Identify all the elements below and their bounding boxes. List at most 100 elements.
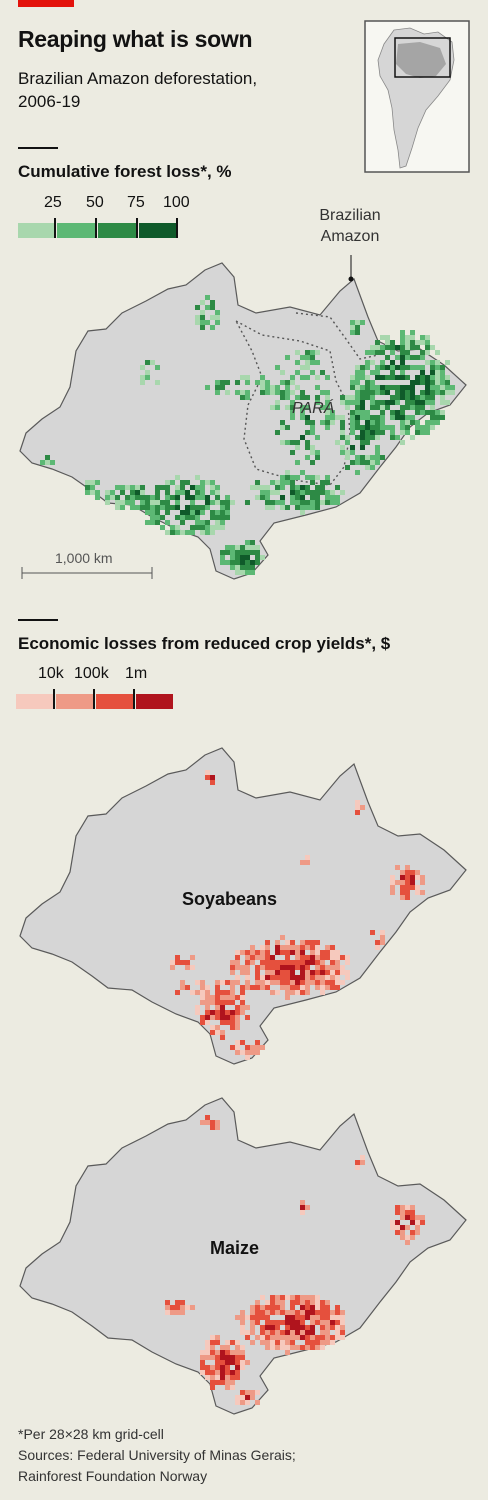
grid-cell xyxy=(225,980,230,985)
grid-cell xyxy=(370,385,375,390)
grid-cell xyxy=(400,355,405,360)
grid-cell xyxy=(185,515,190,520)
grid-cell xyxy=(130,495,135,500)
grid-cell xyxy=(260,1325,265,1330)
grid-cell xyxy=(390,375,395,380)
grid-cell xyxy=(180,480,185,485)
grid-cell xyxy=(260,965,265,970)
grid-cell xyxy=(320,1335,325,1340)
grid-cell xyxy=(195,320,200,325)
grid-cell xyxy=(205,495,210,500)
grid-cell xyxy=(215,310,220,315)
grid-cell xyxy=(200,525,205,530)
grid-cell xyxy=(440,380,445,385)
grid-cell xyxy=(235,1025,240,1030)
grid-cell xyxy=(300,1315,305,1320)
grid-cell xyxy=(310,505,315,510)
forest-legend-value: 100 xyxy=(163,194,190,211)
grid-cell xyxy=(210,1000,215,1005)
grid-cell xyxy=(220,1035,225,1040)
grid-cell xyxy=(300,1325,305,1330)
grid-cell xyxy=(305,355,310,360)
grid-cell xyxy=(140,365,145,370)
grid-cell xyxy=(180,490,185,495)
grid-cell xyxy=(250,1320,255,1325)
grid-cell xyxy=(235,975,240,980)
grid-cell xyxy=(235,980,240,985)
grid-cell xyxy=(40,460,45,465)
grid-cell xyxy=(405,1215,410,1220)
grid-cell xyxy=(250,1325,255,1330)
grid-cell xyxy=(280,960,285,965)
grid-cell xyxy=(345,970,350,975)
grid-cell xyxy=(330,1320,335,1325)
grid-cell xyxy=(275,1345,280,1350)
grid-cell xyxy=(380,345,385,350)
grid-cell xyxy=(270,1295,275,1300)
grid-cell xyxy=(300,965,305,970)
grid-cell xyxy=(220,1365,225,1370)
grid-cell xyxy=(250,1390,255,1395)
grid-cell xyxy=(300,365,305,370)
grid-cell xyxy=(295,1310,300,1315)
grid-cell xyxy=(225,1000,230,1005)
grid-cell xyxy=(200,1365,205,1370)
grid-cell xyxy=(350,375,355,380)
grid-cell xyxy=(240,560,245,565)
amazon-annotation: Brazilian Amazon xyxy=(319,207,381,245)
grid-cell xyxy=(210,325,215,330)
grid-cell xyxy=(405,400,410,405)
grid-cell xyxy=(205,1365,210,1370)
grid-cell xyxy=(230,555,235,560)
grid-cell xyxy=(165,1300,170,1305)
grid-cell xyxy=(420,405,425,410)
grid-cell xyxy=(235,380,240,385)
grid-cell xyxy=(245,570,250,575)
grid-cell xyxy=(200,520,205,525)
grid-cell xyxy=(340,420,345,425)
grid-cell xyxy=(400,1230,405,1235)
grid-cell xyxy=(280,1335,285,1340)
grid-cell xyxy=(390,425,395,430)
grid-cell xyxy=(450,385,455,390)
grid-cell xyxy=(155,500,160,505)
grid-cell xyxy=(320,485,325,490)
grid-cell xyxy=(260,375,265,380)
grid-cell xyxy=(210,1355,215,1360)
para-region-label: PARÁ xyxy=(292,400,335,417)
grid-cell xyxy=(230,1020,235,1025)
grid-cell xyxy=(290,440,295,445)
grid-cell xyxy=(290,410,295,415)
grid-cell xyxy=(430,405,435,410)
grid-cell xyxy=(435,410,440,415)
grid-cell xyxy=(315,940,320,945)
grid-cell xyxy=(305,980,310,985)
grid-cell xyxy=(265,500,270,505)
grid-cell xyxy=(240,1365,245,1370)
grid-cell xyxy=(150,360,155,365)
grid-cell xyxy=(360,445,365,450)
grid-cell xyxy=(145,370,150,375)
grid-cell xyxy=(335,415,340,420)
grid-cell xyxy=(435,365,440,370)
legend-tick xyxy=(54,218,56,238)
grid-cell xyxy=(435,350,440,355)
grid-cell xyxy=(355,805,360,810)
grid-cell xyxy=(425,400,430,405)
grid-cell xyxy=(355,375,360,380)
grid-cell xyxy=(240,375,245,380)
grid-cell xyxy=(360,805,365,810)
grid-cell xyxy=(150,500,155,505)
grid-cell xyxy=(435,375,440,380)
grid-cell xyxy=(430,365,435,370)
grid-cell xyxy=(305,860,310,865)
grid-cell xyxy=(380,335,385,340)
grid-cell xyxy=(145,360,150,365)
grid-cell xyxy=(275,950,280,955)
grid-cell xyxy=(205,1340,210,1345)
grid-cell xyxy=(190,965,195,970)
grid-cell xyxy=(300,940,305,945)
grid-cell xyxy=(310,1300,315,1305)
grid-cell xyxy=(215,485,220,490)
grid-cell xyxy=(280,380,285,385)
